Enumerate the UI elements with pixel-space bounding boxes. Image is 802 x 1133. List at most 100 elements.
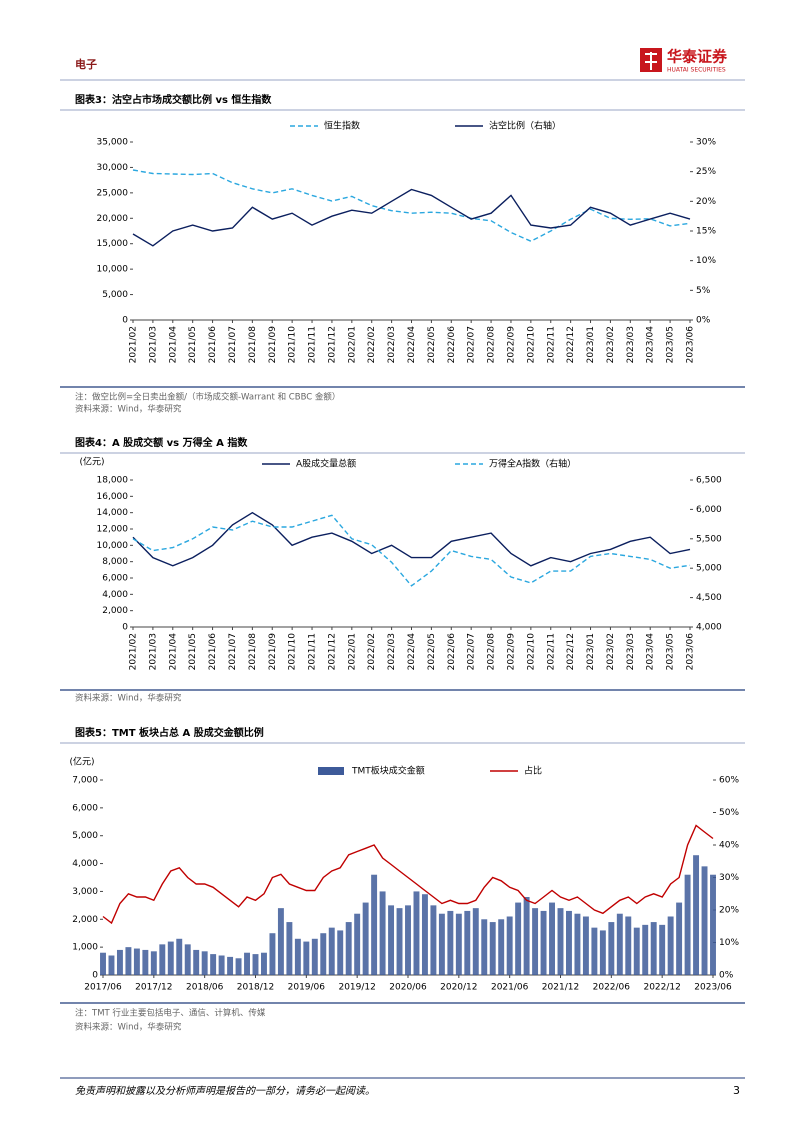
y-unit: (亿元) [69, 756, 94, 768]
bar [515, 902, 522, 975]
logo-glyph [645, 52, 657, 70]
bar [311, 938, 318, 975]
bar [421, 894, 428, 975]
bar [659, 924, 666, 975]
x-tick-label: 2021/06 [208, 633, 218, 671]
x-tick-label: 2022/07 [467, 326, 477, 363]
x-tick-label: 2021/08 [248, 633, 258, 671]
x-tick-label: 2021/11 [308, 326, 318, 363]
y2-tick-label: 20% [719, 906, 739, 916]
x-tick-label: 2021/06 [208, 326, 218, 364]
x-tick-label: 2019/06 [288, 983, 326, 993]
x-tick-label: 2021/05 [188, 326, 198, 363]
x-tick-label: 2023/01 [586, 633, 596, 670]
bar [100, 952, 106, 975]
series-line [132, 511, 691, 567]
x-tick-label: 2022/08 [487, 326, 497, 364]
bar [540, 910, 547, 975]
x-tick-label: 2022/06 [447, 633, 457, 671]
bar [557, 908, 564, 975]
legend-label: 恒生指数 [324, 120, 360, 132]
bar [438, 913, 445, 975]
y-tick-label: 0 [122, 623, 128, 633]
x-tick-label: 2023/05 [666, 326, 676, 363]
bar [235, 958, 242, 975]
bar [345, 922, 352, 975]
y-tick-label: 2,000 [102, 606, 128, 616]
bar [303, 941, 310, 975]
x-tick-label: 2021/10 [288, 326, 298, 364]
section-label: 电子 [75, 57, 97, 71]
y-tick-label: 4,000 [102, 590, 128, 600]
y2-tick-label: 25% [696, 167, 716, 177]
bar [430, 905, 437, 975]
bar [320, 933, 327, 975]
x-tick-label: 2018/06 [186, 983, 224, 993]
x-tick-label: 2022/05 [427, 633, 437, 670]
x-tick-label: 2023/01 [586, 326, 596, 363]
y2-tick-label: 5% [696, 286, 711, 296]
y2-tick-label: 40% [719, 841, 739, 851]
bar [489, 922, 496, 975]
bar [294, 938, 301, 975]
bar [464, 910, 471, 975]
series-line [132, 169, 691, 242]
bar [413, 891, 420, 975]
x-tick-label: 2023/04 [646, 633, 656, 671]
x-tick-label: 2021/05 [188, 633, 198, 670]
legend-label: TMT板块成交金额 [351, 765, 425, 777]
x-tick-label: 2021/03 [148, 633, 158, 670]
y2-tick-label: 50% [719, 808, 739, 818]
bar [625, 916, 632, 975]
x-tick-label: 2021/12 [327, 326, 337, 363]
note: 注：做空比例=全日卖出金额/（市场成交额-Warrant 和 CBBC 金额） [75, 392, 340, 403]
x-tick-label: 2022/05 [427, 326, 437, 363]
bar [642, 924, 649, 975]
bar [286, 922, 293, 975]
y2-tick-label: 5,500 [696, 534, 722, 544]
legend-label: A股成交量总额 [296, 458, 356, 470]
x-tick-label: 2021/10 [288, 633, 298, 671]
y2-tick-label: 30% [719, 873, 739, 883]
x-tick-label: 2022/11 [546, 326, 556, 363]
bar [684, 874, 691, 975]
series-line [132, 514, 691, 587]
bar [184, 944, 191, 975]
y2-tick-label: 10% [696, 256, 716, 266]
x-tick-label: 2022/09 [506, 633, 516, 671]
x-tick-label: 2018/12 [237, 983, 274, 993]
y-unit: (亿元) [79, 456, 104, 468]
x-tick-label: 2022/01 [347, 633, 357, 670]
x-tick-label: 2022/10 [526, 633, 536, 671]
x-tick-label: 2022/03 [387, 326, 397, 363]
bar [481, 919, 488, 975]
x-tick-label: 2021/07 [228, 633, 238, 670]
bar [701, 866, 708, 975]
note: 注：TMT 行业主要包括电子、通信、计算机、传媒 [75, 1008, 266, 1019]
x-tick-label: 2023/05 [666, 633, 676, 670]
bar [227, 956, 234, 975]
bar [218, 955, 225, 975]
bar [116, 949, 123, 975]
bar [108, 955, 115, 975]
x-tick-label: 2023/02 [606, 326, 616, 363]
y-tick-label: 5,000 [72, 831, 98, 841]
x-tick-label: 2023/06 [694, 983, 732, 993]
x-tick-label: 2020/12 [440, 983, 477, 993]
bar [710, 874, 716, 975]
bar [176, 938, 183, 975]
x-tick-label: 2023/06 [686, 633, 696, 671]
bar [693, 855, 700, 975]
y2-tick-label: 4,500 [696, 593, 722, 603]
y-tick-label: 0 [122, 316, 128, 326]
y-tick-label: 10,000 [97, 265, 129, 275]
y-tick-label: 10,000 [97, 541, 129, 551]
x-tick-label: 2023/04 [646, 326, 656, 364]
bar [523, 897, 530, 975]
bar [269, 933, 276, 975]
bar [362, 902, 369, 975]
y2-tick-label: 10% [719, 938, 739, 948]
x-tick-label: 2022/12 [566, 326, 576, 363]
bar [277, 908, 284, 975]
y-tick-label: 5,000 [102, 290, 128, 300]
